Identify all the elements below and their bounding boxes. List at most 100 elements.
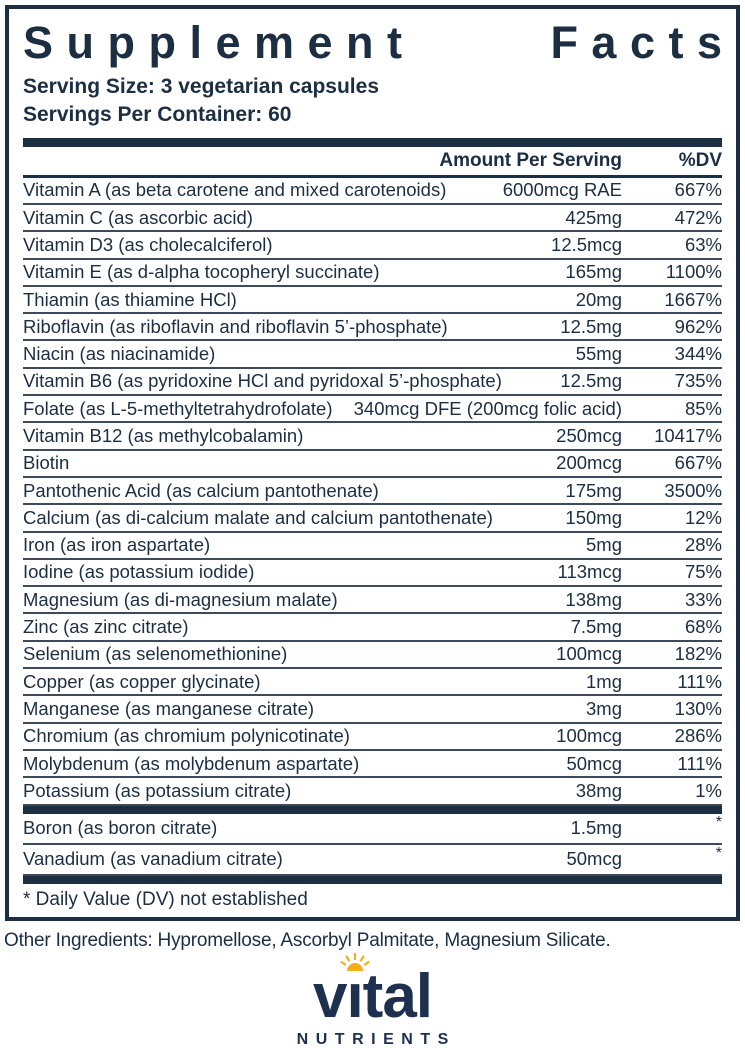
nutrient-dv: 667% — [674, 452, 722, 474]
nutrient-name: Vitamin E (as d-alpha tocopheryl succina… — [23, 261, 380, 283]
nutrient-amount: 425mg — [565, 206, 622, 228]
nutrient-dv: 1667% — [664, 288, 722, 310]
nutrient-name: Niacin (as niacinamide) — [23, 343, 216, 365]
nutrient-amount: 150mg — [565, 506, 622, 528]
nutrient-dv: 33% — [684, 588, 722, 610]
table-row: Magnesium (as di-magnesium malate) 138mg… — [23, 587, 722, 615]
nutrient-dv: 12% — [684, 506, 722, 528]
table-row: Vitamin D3 (as cholecalciferol) 12.5mcg … — [23, 232, 722, 260]
nutrient-name: Thiamin (as thiamine HCl) — [23, 288, 237, 310]
nutrient-dv: 1% — [695, 779, 722, 801]
table-row: Manganese (as manganese citrate) 3mg 130… — [23, 696, 722, 724]
nutrient-table-no-dv: Boron (as boron citrate) 1.5mg * Vanadiu… — [23, 814, 722, 876]
nutrient-dv: 286% — [674, 725, 722, 747]
other-ingredients: Other Ingredients: Hypromellose, Ascorby… — [4, 929, 611, 951]
table-row: Calcium (as di-calcium malate and calciu… — [23, 505, 722, 533]
nutrient-amount: 1mg — [586, 670, 622, 692]
nutrient-amount: 12.5mg — [560, 370, 622, 392]
panel-title-word-left: Supplement — [23, 17, 416, 68]
nutrient-amount: 1.5mg — [570, 817, 622, 839]
table-row: Iron (as iron aspartate) 5mg 28% — [23, 533, 722, 560]
nutrient-dv: 472% — [674, 206, 722, 228]
nutrient-dv: 182% — [674, 643, 722, 665]
nutrient-amount: 7.5mg — [570, 616, 622, 638]
nutrient-name: Copper (as copper glycinate) — [23, 670, 261, 692]
table-row: Iodine (as potassium iodide) 113mcg 75% — [23, 560, 722, 588]
nutrient-dv: 962% — [674, 315, 722, 337]
brand-letter-v: v — [312, 961, 347, 1031]
nutrient-amount: 250mcg — [556, 425, 622, 446]
nutrient-dv: 10417% — [654, 425, 722, 446]
nutrient-name: Iron (as iron aspartate) — [23, 534, 211, 556]
nutrient-name: Vitamin D3 (as cholecalciferol) — [23, 233, 273, 255]
column-header-row: Amount Per Serving %DV — [23, 147, 722, 178]
nutrient-dv: 130% — [674, 697, 722, 719]
nutrient-name: Boron (as boron citrate) — [23, 817, 218, 839]
nutrient-name: Molybdenum (as molybdenum aspartate) — [23, 752, 360, 774]
brand-logo: vı tal NUTRIENTS — [0, 952, 745, 1048]
nutrient-dv: 3500% — [664, 479, 722, 501]
nutrient-amount: 340mcg DFE (200mcg folic acid) — [353, 397, 622, 419]
brand-subname: NUTRIENTS — [296, 1030, 456, 1048]
brand-letters-tal: tal — [362, 961, 433, 1031]
nutrient-dv: 667% — [674, 179, 722, 201]
nutrient-name: Vitamin B12 (as methylcobalamin) — [23, 425, 304, 446]
table-row: Zinc (as zinc citrate) 7.5mg 68% — [23, 614, 722, 642]
servings-per-container: Servings Per Container: 60 — [23, 102, 292, 126]
nutrient-name: Pantothenic Acid (as calcium pantothenat… — [23, 479, 379, 501]
nutrient-amount: 12.5mg — [560, 315, 622, 337]
nutrient-dv: 344% — [674, 343, 722, 365]
nutrient-amount: 100mcg — [556, 725, 622, 747]
divider-bar-bottom — [23, 875, 722, 884]
nutrient-table: Vitamin A (as beta carotene and mixed ca… — [23, 178, 722, 806]
column-header-amount: Amount Per Serving — [439, 149, 622, 171]
table-row: Vitamin B6 (as pyridoxine HCl and pyrido… — [23, 369, 722, 397]
nutrient-amount: 175mg — [565, 479, 622, 501]
table-row: Molybdenum (as molybdenum aspartate) 50m… — [23, 751, 722, 779]
nutrient-name: Vitamin A (as beta carotene and mixed ca… — [23, 179, 447, 201]
nutrient-amount: 3mg — [586, 697, 622, 719]
nutrient-dv: 735% — [674, 370, 722, 392]
nutrient-amount: 5mg — [586, 534, 622, 556]
nutrient-amount: 50mcg — [566, 848, 622, 870]
table-row: Vanadium (as vanadium citrate) 50mcg * — [23, 845, 722, 876]
nutrient-amount: 165mg — [565, 261, 622, 283]
nutrient-amount: 113mcg — [557, 561, 622, 583]
nutrient-dv: * — [715, 845, 722, 863]
nutrient-name: Chromium (as chromium polynicotinate) — [23, 725, 350, 747]
nutrient-name: Zinc (as zinc citrate) — [23, 616, 189, 638]
nutrient-dv: 111% — [677, 670, 722, 692]
table-row: Vitamin C (as ascorbic acid) 425mg 472% — [23, 205, 722, 233]
nutrient-amount: 138mg — [565, 588, 622, 610]
brand-letter-i: ı — [346, 961, 363, 1031]
table-row: Boron (as boron citrate) 1.5mg * — [23, 814, 722, 845]
nutrient-name: Selenium (as selenomethionine) — [23, 643, 288, 665]
sun-icon — [339, 952, 370, 971]
panel-title-word-right: Facts — [550, 17, 736, 68]
nutrient-amount: 20mg — [575, 288, 622, 310]
nutrient-dv: 75% — [684, 561, 722, 583]
table-row: Biotin 200mcg 667% — [23, 451, 722, 478]
table-row: Niacin (as niacinamide) 55mg 344% — [23, 341, 722, 369]
table-row: Folate (as L-5-methyltetrahydrofolate) 3… — [23, 396, 722, 424]
table-row: Copper (as copper glycinate) 1mg 111% — [23, 669, 722, 697]
nutrient-dv: 111% — [677, 752, 722, 774]
table-row: Potassium (as potassium citrate) 38mg 1% — [23, 778, 722, 806]
nutrient-amount: 12.5mcg — [551, 233, 622, 255]
nutrient-dv: 68% — [684, 616, 722, 638]
table-row: Vitamin E (as d-alpha tocopheryl succina… — [23, 260, 722, 287]
nutrient-name: Iodine (as potassium iodide) — [23, 561, 255, 583]
nutrient-name: Riboflavin (as riboflavin and riboflavin… — [23, 315, 448, 337]
table-row: Selenium (as selenomethionine) 100mcg 18… — [23, 642, 722, 670]
table-row: Riboflavin (as riboflavin and riboflavin… — [23, 314, 722, 342]
nutrient-amount: 100mcg — [556, 643, 622, 665]
table-row: Thiamin (as thiamine HCl) 20mg 1667% — [23, 287, 722, 315]
table-row: Pantothenic Acid (as calcium pantothenat… — [23, 478, 722, 506]
nutrient-name: Potassium (as potassium citrate) — [23, 779, 292, 801]
nutrient-name: Vitamin C (as ascorbic acid) — [23, 206, 253, 228]
nutrient-name: Magnesium (as di-magnesium malate) — [23, 588, 338, 610]
nutrient-dv: 85% — [684, 397, 722, 419]
table-row: Vitamin A (as beta carotene and mixed ca… — [23, 178, 722, 205]
column-header-dv: %DV — [678, 149, 722, 171]
nutrient-amount: 200mcg — [556, 452, 622, 474]
